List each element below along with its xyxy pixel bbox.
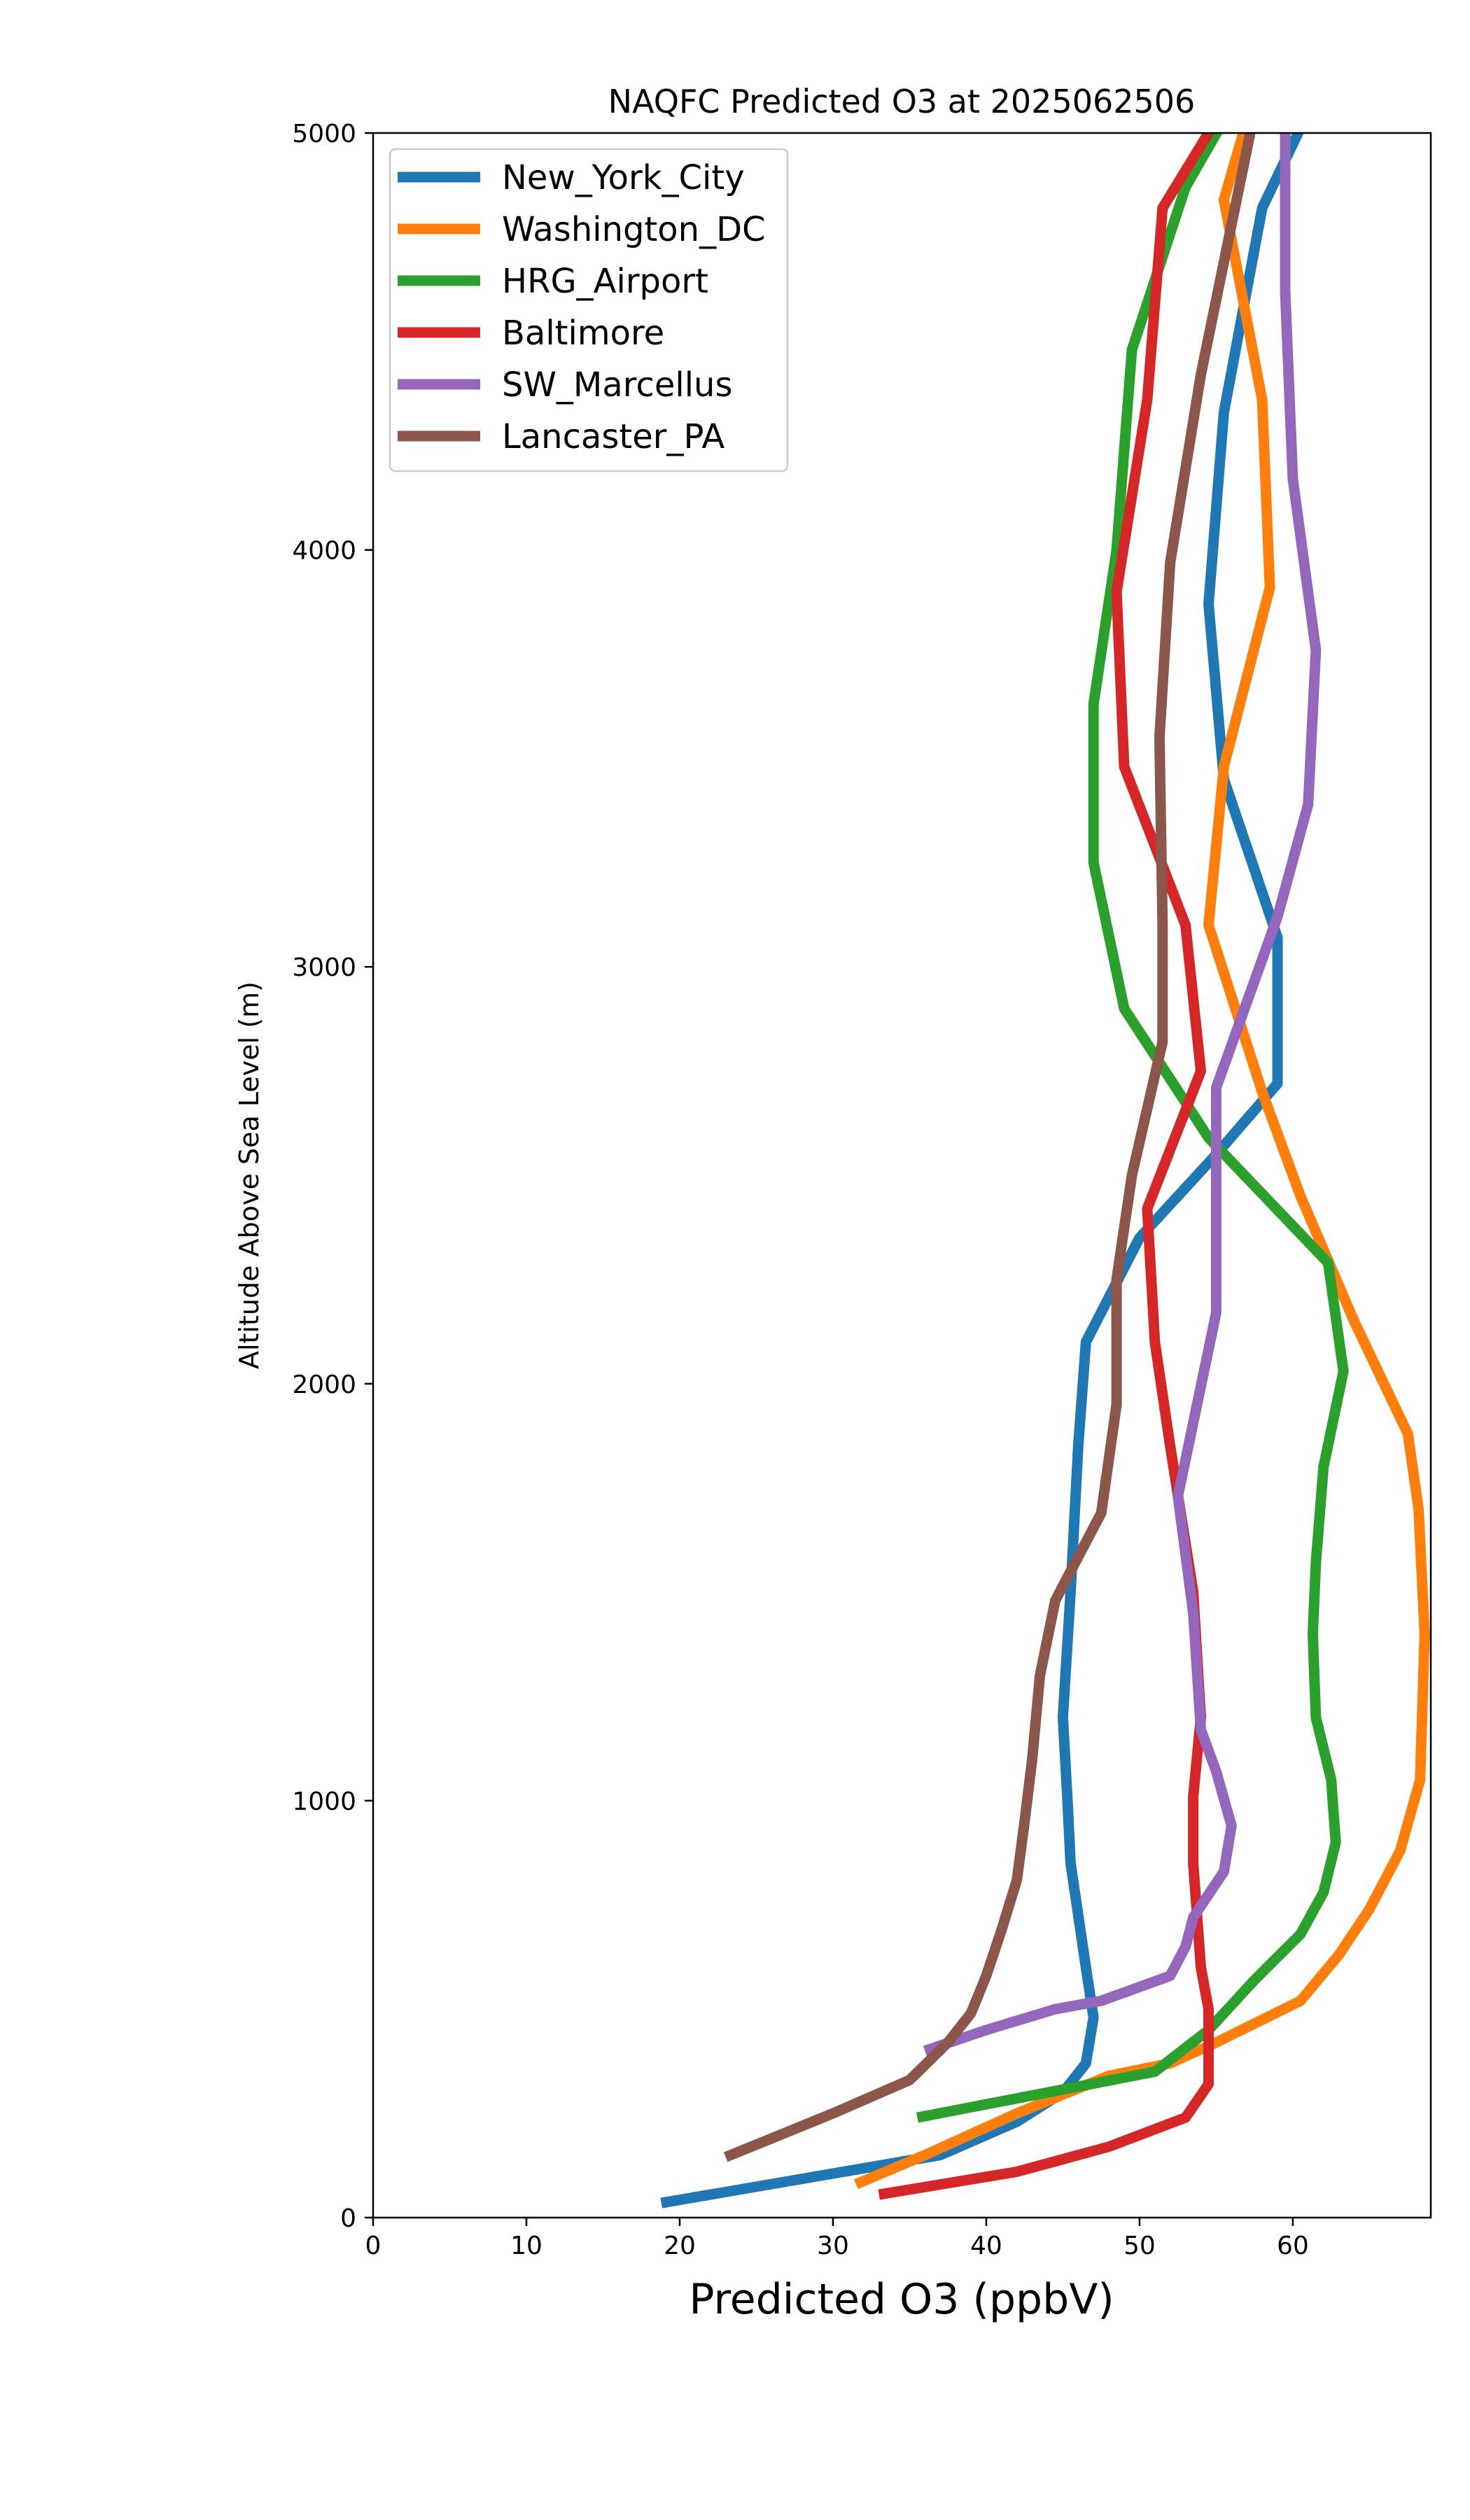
- y-tick-label: 2000: [292, 1371, 356, 1399]
- x-tick-label: 60: [1277, 2232, 1309, 2260]
- series-line-lancaster-pa: [723, 133, 1256, 2162]
- legend-label-new-york-city: New_York_City: [502, 158, 745, 197]
- x-tick-label: 10: [510, 2232, 542, 2260]
- series-layer: [660, 133, 1430, 2208]
- legend: New_York_City Washington_DC HRG_Airport Bal…: [388, 148, 789, 472]
- x-tick-label: 50: [1124, 2232, 1156, 2260]
- legend-box: [388, 148, 789, 472]
- legend-label-sw-marcellus: SW_Marcellus: [502, 365, 732, 405]
- series-line-hrg-airport: [916, 133, 1349, 2123]
- x-tick-label: 40: [970, 2232, 1002, 2260]
- legend-label-hrg-airport: HRG_Airport: [502, 262, 708, 301]
- y-tick-label: 5000: [292, 120, 356, 148]
- x-tick-label: 20: [664, 2232, 696, 2260]
- plot-frame: [372, 132, 1432, 2219]
- x-axis-title: Predicted O3 (ppbV): [689, 2275, 1114, 2324]
- x-tick-label: 0: [365, 2232, 382, 2260]
- x-tick-label: 30: [817, 2232, 849, 2260]
- y-tick-label: 4000: [292, 537, 356, 566]
- y-tick-label: 0: [340, 2204, 356, 2233]
- legend-label-washington-dc: Washington_DC: [502, 210, 766, 249]
- chart-title: NAQFC Predicted O3 at 2025062506: [608, 83, 1196, 120]
- legend-label-lancaster-pa: Lancaster_PA: [502, 417, 724, 456]
- series-line-new-york-city: [660, 133, 1304, 2208]
- y-axis-ticks: 0 1000 2000 3000 4000 5000: [292, 120, 373, 2233]
- x-axis-ticks: 0 10 20 30 40 50 60: [365, 2218, 1309, 2260]
- y-tick-label: 1000: [292, 1787, 356, 1816]
- series-line-baltimore: [878, 133, 1215, 2200]
- y-tick-label: 3000: [292, 953, 356, 982]
- y-axis-title: Altitude Above Sea Level (m): [234, 981, 265, 1369]
- series-line-sw-marcellus: [923, 133, 1322, 2056]
- legend-label-baltimore: Baltimore: [502, 314, 664, 353]
